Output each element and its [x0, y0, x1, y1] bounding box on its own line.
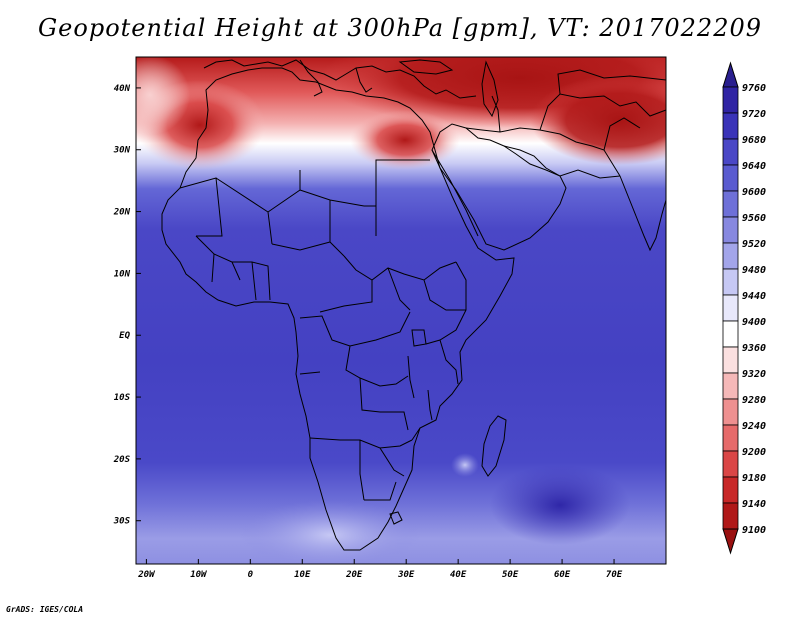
colorbar-level-label: 9760 [742, 83, 766, 94]
lake-tanganyika [407, 355, 415, 399]
colorbar-segment [722, 398, 739, 426]
colorbar-level-label: 9720 [742, 109, 766, 120]
africa-coastline [161, 67, 515, 551]
colorbar-segment [722, 190, 739, 218]
colorbar-level-label: 9100 [742, 525, 766, 536]
max-indian-ocean [490, 465, 630, 545]
low-south [240, 500, 420, 564]
credit-text: GrADS: IGES/COLA [6, 605, 84, 614]
map-frame [135, 56, 667, 565]
colorbar-level-label: 9440 [742, 291, 766, 302]
colorbar-segment [722, 450, 739, 478]
colorbar-segment [722, 372, 739, 400]
lon-tick-label: 40E [450, 570, 467, 580]
lat-tick-label: 10S [114, 393, 131, 403]
lon-tick-label: 0 [248, 570, 254, 580]
colorbar-level-label: 9400 [742, 317, 766, 328]
lat-tick-label: 40N [114, 84, 131, 94]
colorbar-segment [722, 138, 739, 166]
colorbar-segment [722, 112, 739, 140]
borders-north [179, 159, 430, 257]
madagascar [481, 415, 507, 477]
lat-tick-label: 20S [113, 455, 131, 465]
colorbar-bottom-arrow [722, 528, 739, 555]
colorbar-segment [722, 502, 739, 530]
colorbar-level-label: 9180 [742, 473, 766, 484]
lon-tick-label: 60E [554, 570, 571, 580]
lat-tick-label: 30N [113, 146, 131, 156]
red-sea [431, 149, 479, 237]
borders-south [309, 377, 421, 501]
black-sea [398, 59, 454, 75]
borders-central [319, 255, 466, 313]
high-east [530, 75, 666, 165]
lon-tick-label: 30E [397, 570, 415, 580]
italy [299, 59, 323, 97]
colorbar-level-label: 9320 [742, 369, 766, 380]
lon-tick-label: 50E [502, 570, 519, 580]
lat-tick-label: 30S [113, 517, 131, 527]
colorbar-segment [722, 320, 739, 348]
lon-tick-label: 20W [137, 570, 156, 580]
lat-tick-label: 20N [113, 208, 131, 218]
europe-coastline [203, 59, 477, 99]
colorbar-segment [722, 242, 739, 270]
lon-tick-label: 20E [345, 570, 363, 580]
colorbar-level-label: 9520 [742, 239, 766, 250]
borders-asia [465, 69, 667, 177]
lon-tick-label: 10E [294, 570, 311, 580]
colorbar-top-arrow [722, 61, 739, 88]
colorbar-segment [722, 476, 739, 504]
colorbar-segment [722, 268, 739, 296]
colorbar-segment [722, 294, 739, 322]
colorbar-level-label: 9680 [742, 135, 766, 146]
colorbar-level-label: 9600 [742, 187, 766, 198]
height-field [136, 57, 666, 564]
lat-tick-label: EQ [119, 331, 130, 341]
local-low [451, 453, 479, 477]
borders-west [195, 235, 271, 301]
greece [355, 67, 373, 93]
colorbar-level-label: 9560 [742, 213, 766, 224]
colorbar-segment [722, 216, 739, 244]
colorbar-level-label: 9140 [742, 499, 766, 510]
colorbar-segment [722, 86, 739, 114]
pale-west [136, 57, 190, 135]
borders-congo [299, 311, 411, 387]
colorbar-level-label: 9480 [742, 265, 766, 276]
borders-east [425, 261, 467, 385]
colorbar-segment [722, 164, 739, 192]
lon-tick-label: 10W [190, 570, 208, 580]
page-title: Geopotential Height at 300hPa [gpm], VT:… [38, 14, 762, 42]
colorbar-level-label: 9200 [742, 447, 766, 458]
lat-tick-label: 10N [114, 269, 131, 279]
colorbar-level-label: 9280 [742, 395, 766, 406]
axis-ticks: 20W 10W 0 10E 20E 30E 40E 50E 60E 70E 40N 30N 20N 10N… [113, 84, 623, 580]
lon-tick-label: 70E [606, 570, 623, 580]
lake-malawi [427, 389, 433, 421]
lesotho [389, 511, 403, 525]
high-levant [350, 110, 460, 170]
colorbar-level-label: 9360 [742, 343, 766, 354]
colorbar-segment [722, 424, 739, 452]
india-coastline [619, 175, 667, 252]
colorbar-segment [722, 346, 739, 374]
gulf-coast [503, 145, 621, 179]
colorbar-level-label: 9240 [742, 421, 766, 432]
colorbar: 9760 9720 9680 9640 9600 9560 9520 9480 9440 9400… [722, 61, 766, 555]
caspian-sea [481, 60, 499, 118]
coastlines-borders [161, 59, 667, 551]
colorbar-level-label: 9640 [742, 161, 766, 172]
